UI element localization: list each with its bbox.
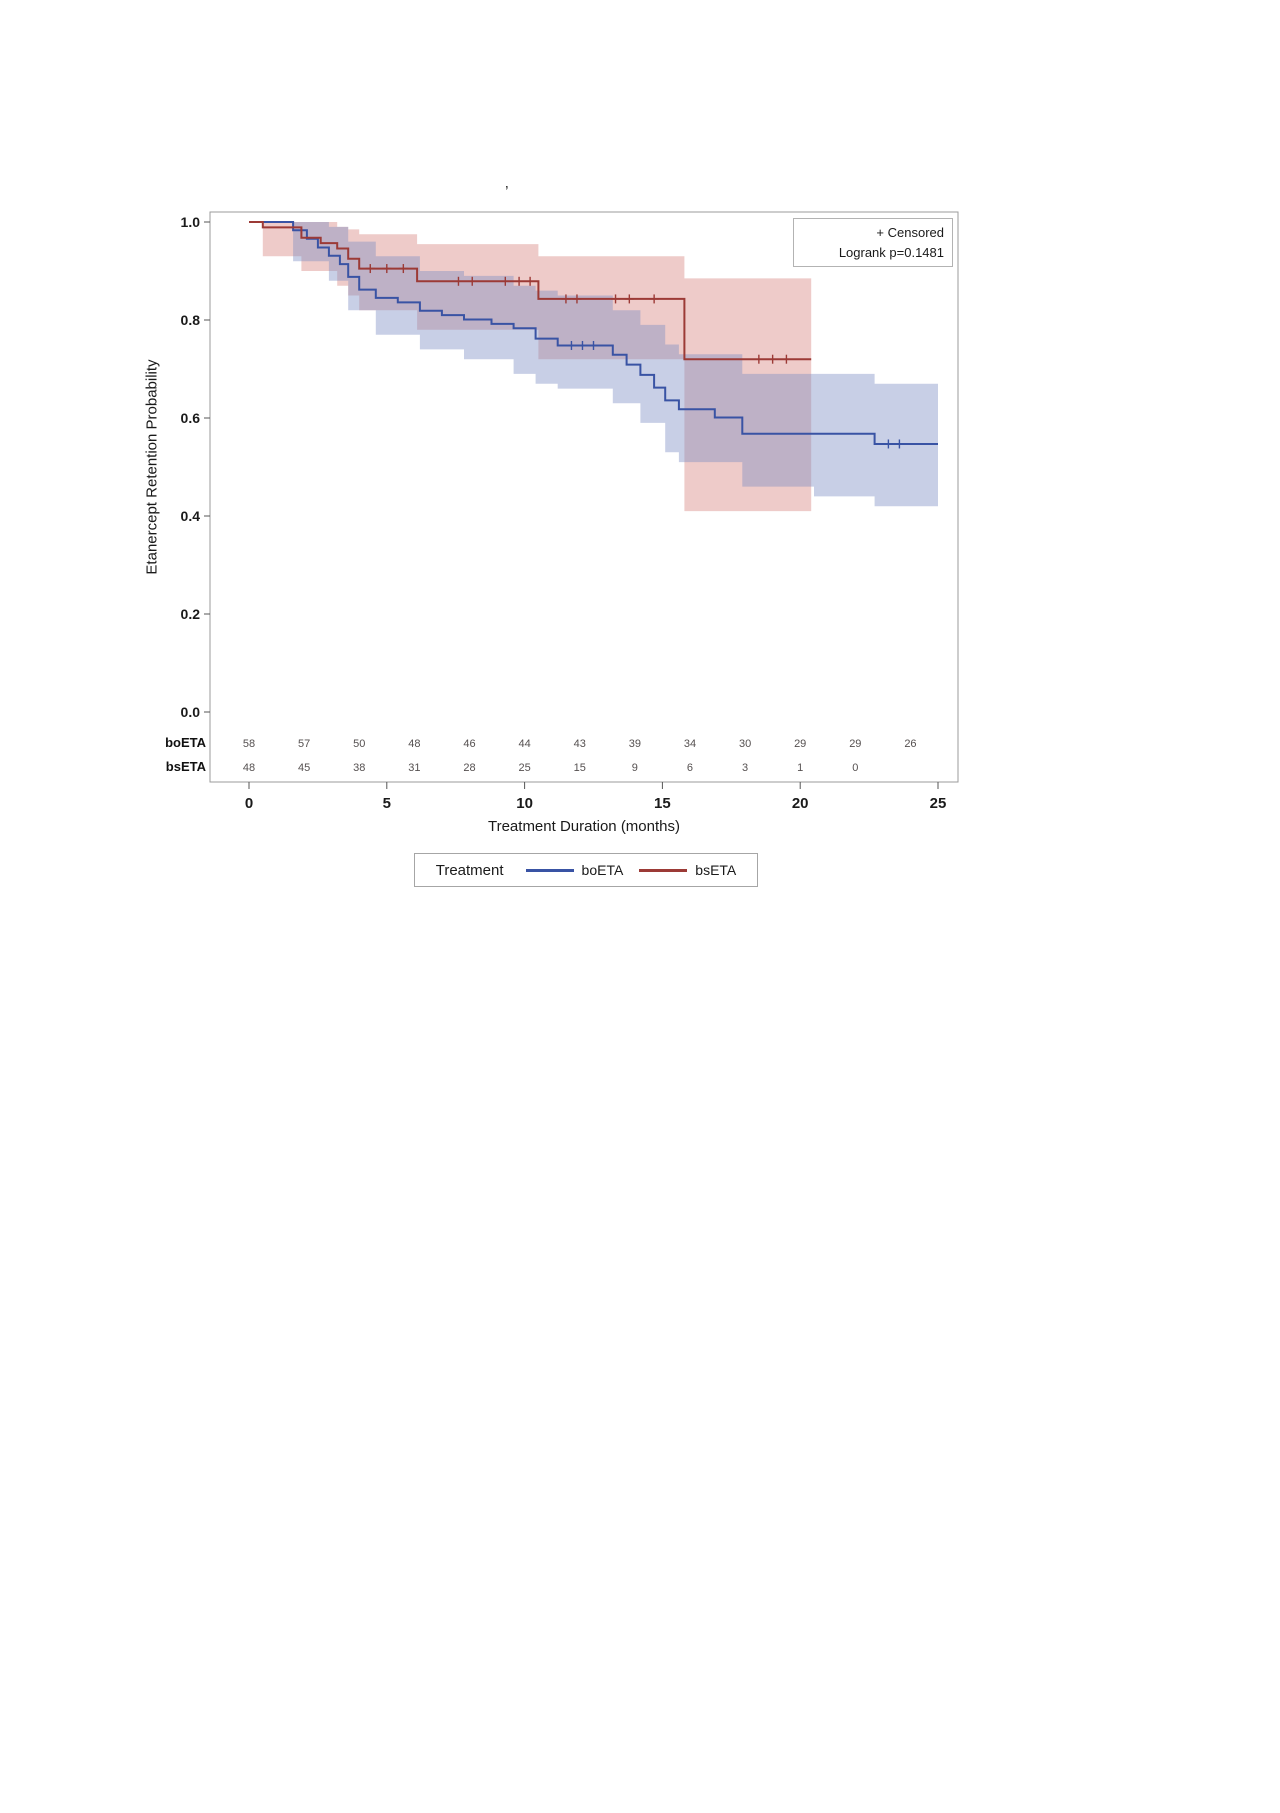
- svg-text:57: 57: [298, 738, 310, 750]
- svg-text:44: 44: [518, 738, 530, 750]
- svg-text:29: 29: [794, 738, 806, 750]
- svg-text:48: 48: [408, 738, 420, 750]
- svg-text:boETA: boETA: [165, 735, 207, 750]
- legend-entry-boeta: boETA: [525, 862, 624, 878]
- svg-text:45: 45: [298, 762, 310, 774]
- svg-text:25: 25: [518, 762, 530, 774]
- svg-text:28: 28: [463, 762, 475, 774]
- svg-text:39: 39: [629, 738, 641, 750]
- legend-label-bseta: bsETA: [695, 862, 737, 878]
- svg-text:34: 34: [684, 738, 696, 750]
- svg-text:20: 20: [792, 795, 809, 812]
- svg-text:15: 15: [654, 795, 671, 812]
- legend-entry-bseta: bsETA: [639, 862, 736, 878]
- y-axis-title: Etanercept Retention Probability: [143, 359, 161, 575]
- x-axis-title: Treatment Duration (months): [487, 818, 680, 835]
- censored-legend-label: + Censored: [876, 225, 944, 240]
- svg-text:9: 9: [632, 762, 638, 774]
- svg-text:29: 29: [849, 738, 861, 750]
- svg-text:31: 31: [408, 762, 420, 774]
- svg-text:43: 43: [574, 738, 586, 750]
- svg-text:15: 15: [574, 762, 586, 774]
- svg-text:1.0: 1.0: [181, 214, 201, 230]
- svg-text:3: 3: [742, 762, 748, 774]
- svg-text:0.2: 0.2: [181, 606, 201, 622]
- svg-text:58: 58: [243, 738, 255, 750]
- svg-text:26: 26: [904, 738, 916, 750]
- svg-text:48: 48: [243, 762, 255, 774]
- legend: Treatment boETA bsETA: [414, 853, 758, 887]
- svg-text:0.0: 0.0: [181, 704, 201, 720]
- legend-title: Treatment: [435, 861, 504, 879]
- svg-text:0.8: 0.8: [181, 312, 201, 328]
- svg-text:50: 50: [353, 738, 365, 750]
- bseta-line-swatch-icon: [639, 868, 688, 872]
- svg-text:10: 10: [516, 795, 533, 812]
- svg-text:6: 6: [687, 762, 693, 774]
- stray-title-mark: ’: [505, 184, 509, 201]
- svg-text:38: 38: [353, 762, 365, 774]
- svg-text:46: 46: [463, 738, 475, 750]
- boeta-line-swatch-icon: [525, 868, 574, 872]
- svg-text:1: 1: [797, 762, 803, 774]
- svg-text:25: 25: [930, 795, 947, 812]
- svg-text:0: 0: [852, 762, 858, 774]
- svg-text:5: 5: [383, 795, 391, 812]
- svg-text:0: 0: [245, 795, 253, 812]
- svg-text:bsETA: bsETA: [166, 759, 207, 774]
- logrank-pvalue-label: Logrank p=0.1481: [838, 244, 944, 260]
- svg-text:30: 30: [739, 738, 751, 750]
- legend-label-boeta: boETA: [581, 862, 624, 878]
- svg-text:0.4: 0.4: [181, 508, 201, 524]
- svg-text:0.6: 0.6: [181, 410, 201, 426]
- annotation-box: + Censored Logrank p=0.1481: [793, 218, 953, 267]
